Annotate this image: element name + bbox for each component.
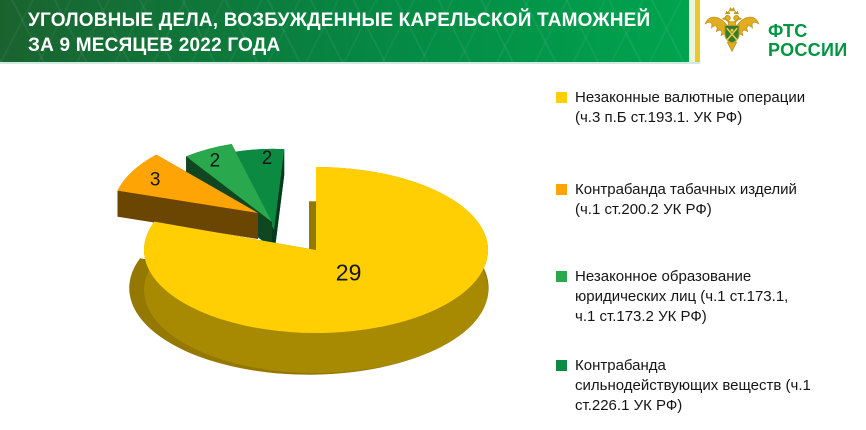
legend-label: Незаконные валютные операции (ч.3 п.Б ст… (575, 89, 806, 126)
legend-item: Незаконное образование юридических лиц (… (556, 267, 858, 327)
slide-title-line2: ЗА 9 МЕСЯЦЕВ 2022 ГОДА (28, 35, 281, 56)
header-banner: УГОЛОВНЫЕ ДЕЛА, ВОЗБУЖДЕННЫЕ КАРЕЛЬСКОЙ … (0, 0, 866, 64)
title-banner: УГОЛОВНЫЕ ДЕЛА, ВОЗБУЖДЕННЫЕ КАРЕЛЬСКОЙ … (0, 0, 689, 62)
banner-underline (0, 62, 700, 64)
legend-swatch (556, 271, 567, 282)
pie-slice-value: 3 (150, 169, 161, 190)
pie-slice-value: 29 (336, 259, 362, 285)
pie-slice: 3 (117, 154, 258, 239)
slide-title: УГОЛОВНЫЕ ДЕЛА, ВОЗБУЖДЕННЫЕ КАРЕЛЬСКОЙ … (28, 8, 689, 58)
banner-gold-stripe (695, 0, 700, 62)
slide-title-line1: УГОЛОВНЫЕ ДЕЛА, ВОЗБУЖДЕННЫЕ КАРЕЛЬСКОЙ … (28, 10, 651, 31)
pie-slice-value: 2 (262, 148, 273, 169)
chart-legend: Незаконные валютные операции (ч.3 п.Б ст… (556, 88, 858, 416)
fts-logo-text: ФТС РОССИИ (768, 22, 847, 60)
legend-item: Незаконные валютные операции (ч.3 п.Б ст… (556, 88, 858, 128)
pie-chart: 2 2 3 29 (117, 144, 489, 375)
legend-label: Контрабанда сильнодействующих веществ (ч… (575, 357, 811, 414)
fts-logo-line2: РОССИИ (768, 40, 848, 60)
pie-slice: 29 (129, 167, 489, 375)
legend-item: Контрабанда сильнодействующих веществ (ч… (556, 356, 858, 416)
legend-swatch (556, 360, 567, 371)
banner-pale-stripe (689, 0, 695, 62)
legend-label: Контрабанда табачных изделий (ч.1 ст.200… (575, 181, 797, 218)
pie-slice-value: 2 (210, 150, 221, 171)
legend-swatch (556, 92, 567, 103)
fts-logo-line1: ФТС (768, 21, 808, 41)
fts-logo: ФТС РОССИИ (702, 2, 847, 60)
legend-label: Незаконное образование юридических лиц (… (575, 268, 789, 325)
legend-item: Контрабанда табачных изделий (ч.1 ст.200… (556, 180, 858, 220)
fts-eagle-emblem-icon (704, 7, 760, 53)
legend-swatch (556, 184, 567, 195)
